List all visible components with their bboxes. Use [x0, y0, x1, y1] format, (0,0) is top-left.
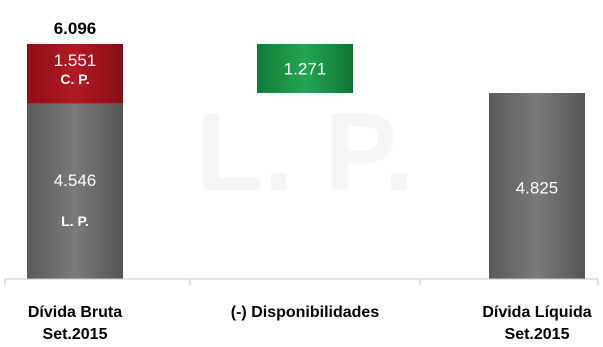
segment-tag-0-0: L. P. [61, 213, 89, 229]
bar-segment-0-0 [27, 103, 123, 279]
bars-layer [27, 43, 585, 279]
category-label-0-1: Set.2015 [43, 326, 108, 343]
value-label-2-0: 4.825 [516, 178, 559, 197]
total-label-0: 6.096 [54, 19, 97, 38]
watermark-text: L. P. [196, 91, 414, 214]
value-label-0-0: 4.546 [54, 171, 97, 190]
bar-segment-0-1 [27, 43, 123, 104]
category-label-2-1: Set.2015 [505, 326, 570, 343]
bar-segment-2-0 [489, 92, 585, 279]
value-label-0-1: 1.551 [54, 51, 97, 70]
category-label-0-0: Dívida Bruta [28, 304, 122, 321]
bar-segment-1-0 [257, 43, 353, 93]
category-label-2-0: Dívida Líquida [482, 304, 591, 321]
category-label-1-0: (-) Disponibilidades [231, 304, 380, 321]
value-label-1-0: 1.271 [284, 59, 327, 78]
x-axis [4, 278, 599, 285]
segment-tag-0-1: C. P. [60, 71, 89, 87]
